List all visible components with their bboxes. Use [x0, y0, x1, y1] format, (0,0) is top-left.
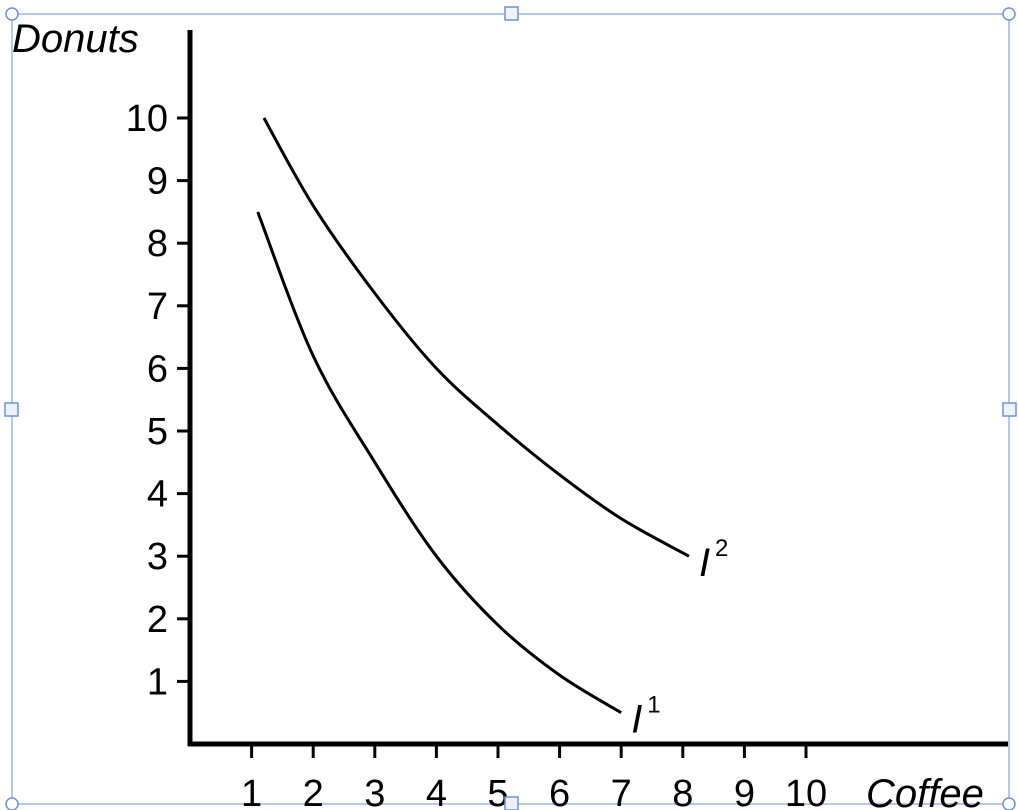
curve-label-superscript: 2	[715, 535, 728, 562]
y-axis-title: Donuts	[12, 17, 139, 61]
resize-handle-bottom-right[interactable]	[1002, 797, 1016, 810]
resize-handle-top-middle[interactable]	[504, 6, 519, 21]
x-tick-label: 8	[672, 773, 693, 810]
resize-handle-top-left[interactable]	[5, 7, 19, 21]
resize-handle-bottom-middle[interactable]	[504, 796, 519, 810]
x-axis-title: Coffee	[866, 772, 984, 810]
y-tick-label: 3	[147, 536, 168, 578]
y-tick-label: 8	[147, 223, 168, 265]
curve-i2	[262, 117, 690, 558]
x-tick-label: 7	[611, 773, 632, 810]
x-tick-label: 10	[785, 773, 827, 810]
resize-handle-middle-left[interactable]	[4, 402, 19, 417]
curve-label-superscript: 1	[647, 692, 660, 719]
x-tick-label: 1	[241, 773, 262, 810]
x-tick-label: 4	[426, 773, 447, 810]
resize-handle-bottom-left[interactable]	[5, 797, 19, 810]
x-tick-label: 6	[549, 773, 570, 810]
y-tick-label: 5	[147, 411, 168, 453]
y-tick-label: 4	[147, 474, 168, 516]
y-tick-label: 6	[147, 348, 168, 390]
tick-labels: 1 2 3 4 5 6 7 8 9 10 1 2 3 4 5 6 7 8 9 10	[126, 98, 827, 810]
y-tick-label: 2	[147, 599, 168, 641]
curve-i1	[256, 211, 622, 714]
x-tick-label: 5	[487, 773, 508, 810]
x-tick-label: 3	[364, 773, 385, 810]
axis-ticks	[177, 116, 808, 758]
curves: I 1I 2	[256, 117, 728, 742]
x-tick-label: 9	[734, 773, 755, 810]
resize-handle-middle-right[interactable]	[1002, 402, 1017, 417]
curve-label: I	[631, 698, 642, 742]
axes	[187, 30, 1008, 747]
curve-label: I	[699, 541, 710, 585]
y-tick-label: 1	[147, 661, 168, 703]
y-tick-label: 7	[147, 286, 168, 328]
y-tick-label: 9	[147, 161, 168, 203]
resize-handle-top-right[interactable]	[1002, 7, 1016, 21]
x-tick-label: 2	[303, 773, 324, 810]
y-tick-label: 10	[126, 98, 168, 140]
